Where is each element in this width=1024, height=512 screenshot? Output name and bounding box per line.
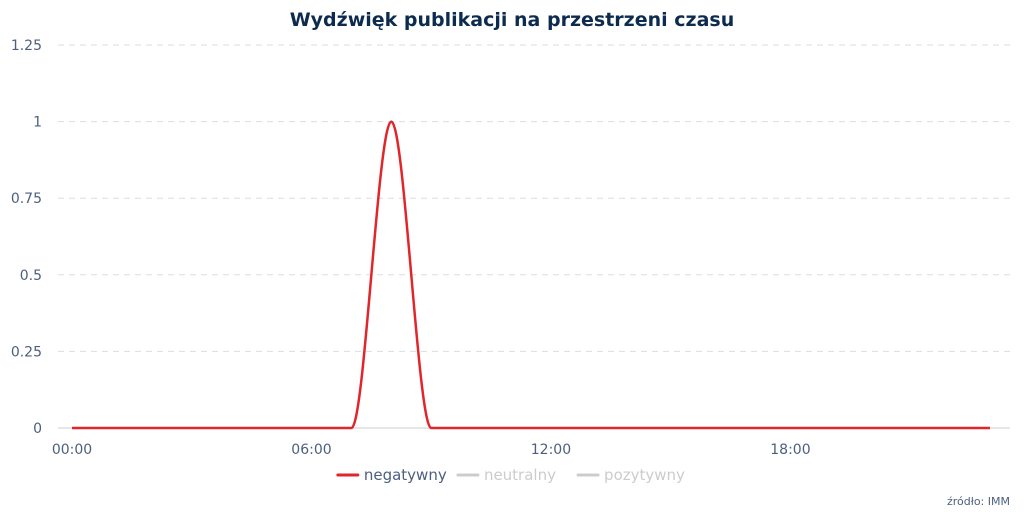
y-tick-label: 1.25 <box>11 38 42 54</box>
y-tick-label: 0.75 <box>11 191 42 207</box>
y-tick-label: 0.5 <box>20 268 42 284</box>
y-tick-label: 0 <box>33 421 42 437</box>
legend-label: negatywny <box>364 466 447 484</box>
legend-item-negatywny[interactable]: negatywny <box>336 466 447 484</box>
legend-label: neutralny <box>484 466 556 484</box>
series-lines <box>72 120 990 430</box>
x-axis-ticks: 00:00 06:00 12:00 18:00 <box>52 442 811 458</box>
x-tick-label: 12:00 <box>531 442 571 458</box>
y-tick-label: 1 <box>33 115 42 131</box>
legend: negatywny neutralny pozytywny <box>336 466 685 484</box>
y-axis-ticks: 0 0.25 0.5 0.75 1 1.25 <box>11 38 42 437</box>
legend-label: pozytywny <box>604 466 685 484</box>
y-tick-label: 0.25 <box>11 344 42 360</box>
x-tick-label: 00:00 <box>52 442 92 458</box>
grid-lines <box>58 44 1010 352</box>
series-line-negatywny <box>72 120 990 430</box>
source-label: źródło: IMM <box>947 495 1010 508</box>
x-tick-label: 06:00 <box>291 442 331 458</box>
x-tick-label: 18:00 <box>770 442 810 458</box>
legend-item-neutralny[interactable]: neutralny <box>456 466 556 484</box>
chart-title: Wydźwięk publikacji na przestrzeni czasu <box>290 9 735 31</box>
legend-item-pozytywny[interactable]: pozytywny <box>576 466 685 484</box>
